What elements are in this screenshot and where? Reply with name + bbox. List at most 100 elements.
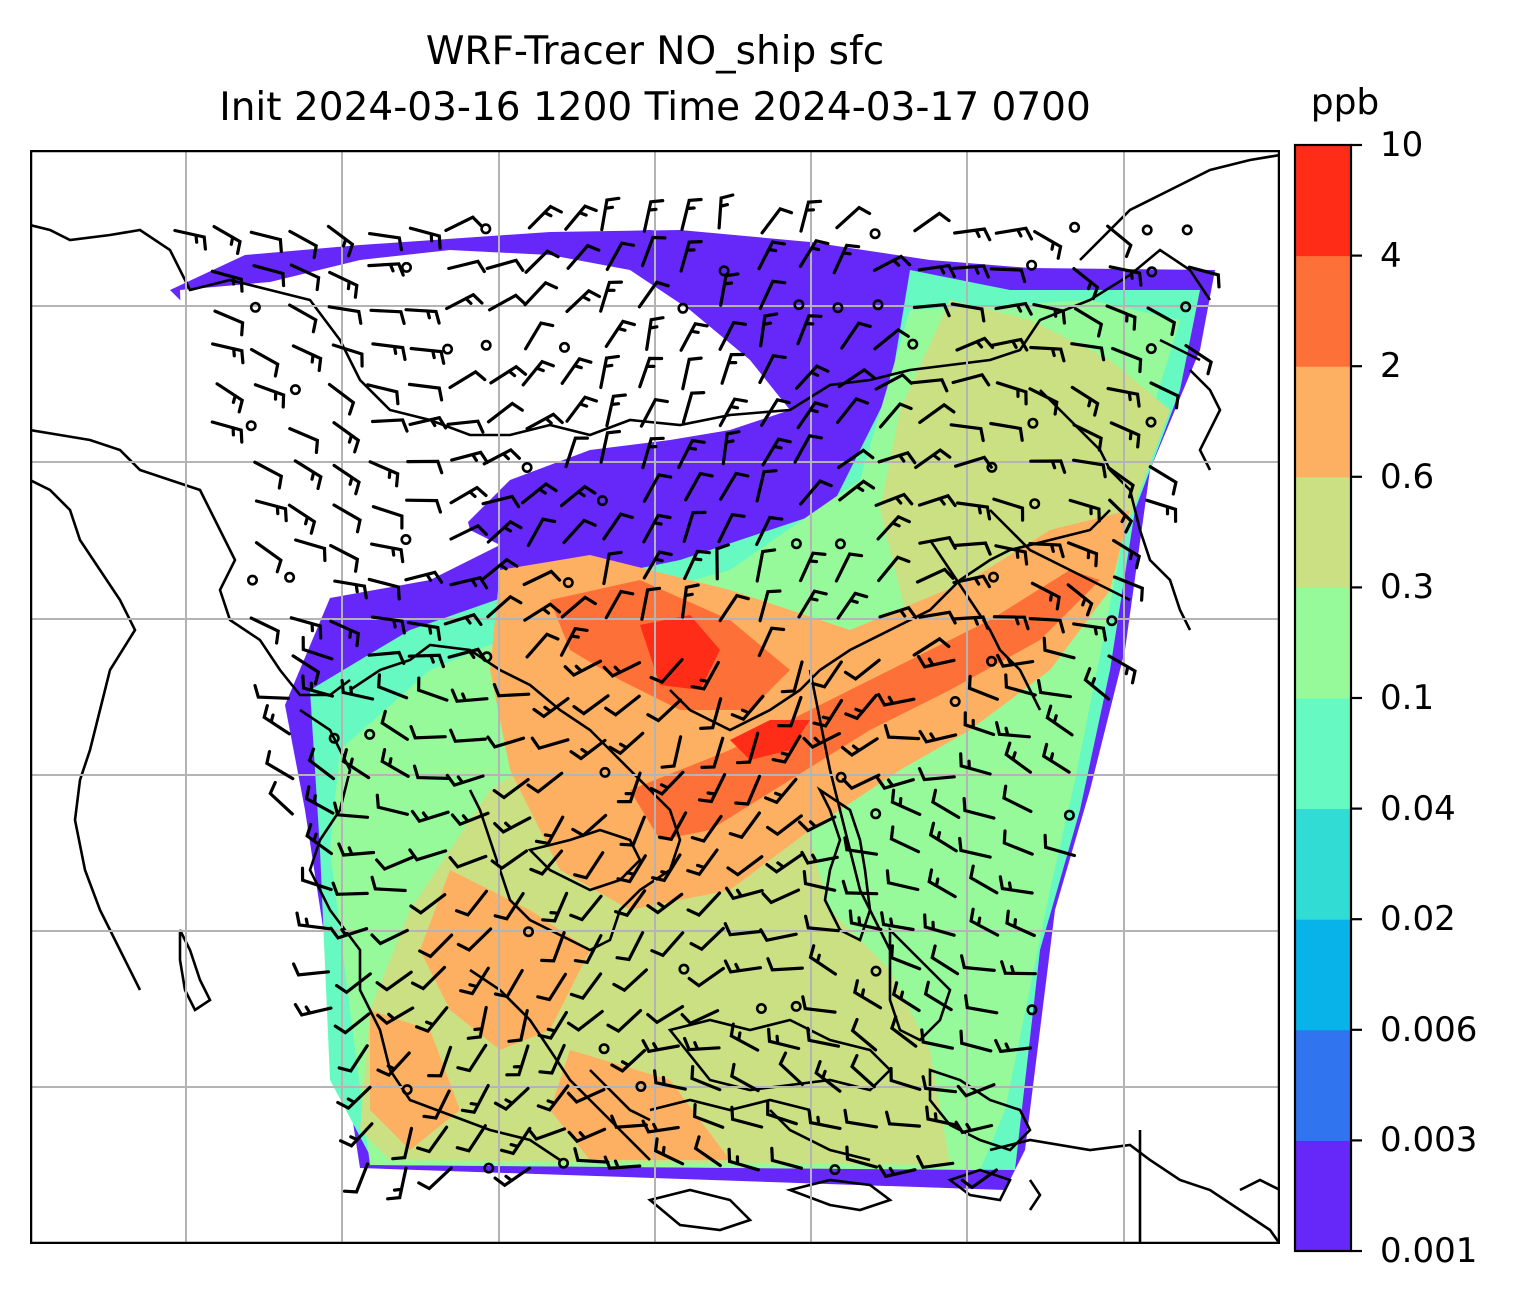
wind-barb — [930, 944, 960, 976]
wind-barb — [850, 1017, 878, 1052]
wind-barb — [638, 356, 664, 389]
calm-wind-circle — [678, 963, 690, 975]
wind-barb — [210, 420, 244, 444]
wind-barb — [408, 415, 448, 430]
wind-barb — [840, 737, 879, 757]
wind-barb — [843, 836, 879, 856]
wind-barb — [409, 893, 447, 915]
wind-barb — [843, 658, 881, 681]
wind-barb — [210, 269, 244, 293]
wind-barb — [536, 972, 567, 1002]
wind-barb — [914, 448, 952, 469]
wind-barb — [265, 750, 295, 781]
wind-barb — [1106, 386, 1141, 408]
wind-barb — [288, 303, 318, 334]
wind-barb — [375, 793, 409, 816]
wind-barb — [718, 397, 748, 428]
wind-barb — [1105, 304, 1137, 331]
wind-barb — [804, 914, 840, 933]
wind-barb — [797, 589, 828, 619]
calm-wind-circle — [249, 301, 261, 313]
calm-wind-circle — [284, 571, 296, 583]
wind-barb — [605, 241, 636, 271]
wind-barb — [760, 397, 791, 427]
wind-barb — [690, 660, 720, 691]
calm-wind-circle — [790, 1000, 802, 1012]
wind-barb — [541, 891, 569, 923]
wind-barb — [1112, 575, 1144, 602]
calm-wind-circle — [790, 538, 802, 550]
wind-barb — [959, 752, 992, 776]
wind-barb — [848, 909, 883, 931]
wind-barb — [755, 548, 777, 583]
wind-barb — [923, 980, 953, 1012]
wind-barb — [686, 891, 722, 917]
wind-barb — [765, 853, 803, 874]
wind-barb — [807, 1109, 842, 1130]
wind-barb — [301, 674, 334, 698]
wind-barb — [367, 262, 405, 277]
calm-wind-circle — [834, 538, 846, 550]
wind-barb — [681, 356, 703, 391]
wind-barb — [841, 773, 881, 791]
colorbar-swatch — [1295, 1140, 1351, 1252]
wind-barb — [449, 728, 487, 743]
wind-barb — [650, 931, 685, 958]
wind-barb — [877, 451, 917, 465]
wind-barb — [951, 615, 990, 630]
calm-wind-circle — [793, 299, 805, 311]
wind-barb — [679, 240, 703, 273]
wind-barb — [340, 679, 375, 701]
wind-barb — [646, 1005, 685, 1025]
wind-barb — [490, 849, 528, 871]
wind-barb — [459, 966, 490, 996]
wind-barb — [525, 412, 564, 431]
wind-barb — [958, 836, 992, 859]
wind-barb — [443, 612, 483, 626]
wind-barb — [292, 962, 330, 977]
wind-barb — [921, 1075, 957, 1094]
wind-barb — [717, 193, 735, 230]
wind-barb — [679, 322, 709, 352]
wind-barb — [877, 1164, 917, 1179]
wind-barb — [872, 254, 912, 272]
wind-barb — [507, 1009, 529, 1043]
wind-barb — [252, 264, 286, 288]
wind-barb — [410, 809, 450, 823]
colorbar-swatch — [1295, 919, 1351, 1031]
wind-barb — [215, 382, 245, 414]
wind-barb — [526, 771, 564, 794]
wind-barb — [486, 519, 523, 544]
colorbar — [1293, 143, 1362, 1253]
wind-barb — [606, 1009, 643, 1033]
wind-barb — [336, 1085, 372, 1111]
wind-barb — [956, 501, 992, 521]
calm-wind-circle — [870, 808, 882, 820]
colorbar-tick-label: 10 — [1380, 125, 1424, 165]
wind-barb — [1041, 742, 1071, 774]
wind-barb — [969, 864, 999, 895]
wind-barb — [376, 1006, 415, 1026]
wind-barb — [1106, 224, 1133, 258]
wind-barb — [639, 397, 669, 428]
wind-barb — [726, 855, 764, 877]
calm-wind-circle — [521, 461, 533, 473]
wind-barb — [917, 263, 956, 278]
wind-barb — [615, 931, 645, 962]
wind-barb — [723, 959, 762, 974]
wind-barb — [212, 225, 242, 255]
colorbar-swatch — [1295, 255, 1351, 367]
wind-barb — [333, 579, 368, 600]
wind-barb — [612, 968, 648, 993]
wind-barbs — [173, 193, 1221, 1201]
wind-barb — [450, 688, 489, 703]
wind-barb — [836, 396, 870, 424]
wind-barb — [1184, 344, 1213, 376]
wind-barb — [447, 259, 486, 274]
wind-barb — [995, 721, 1031, 739]
wind-barb — [916, 654, 956, 669]
wind-barb — [878, 605, 918, 619]
wind-barb — [832, 243, 861, 275]
wind-barb — [873, 327, 910, 351]
wind-barb — [213, 309, 245, 337]
